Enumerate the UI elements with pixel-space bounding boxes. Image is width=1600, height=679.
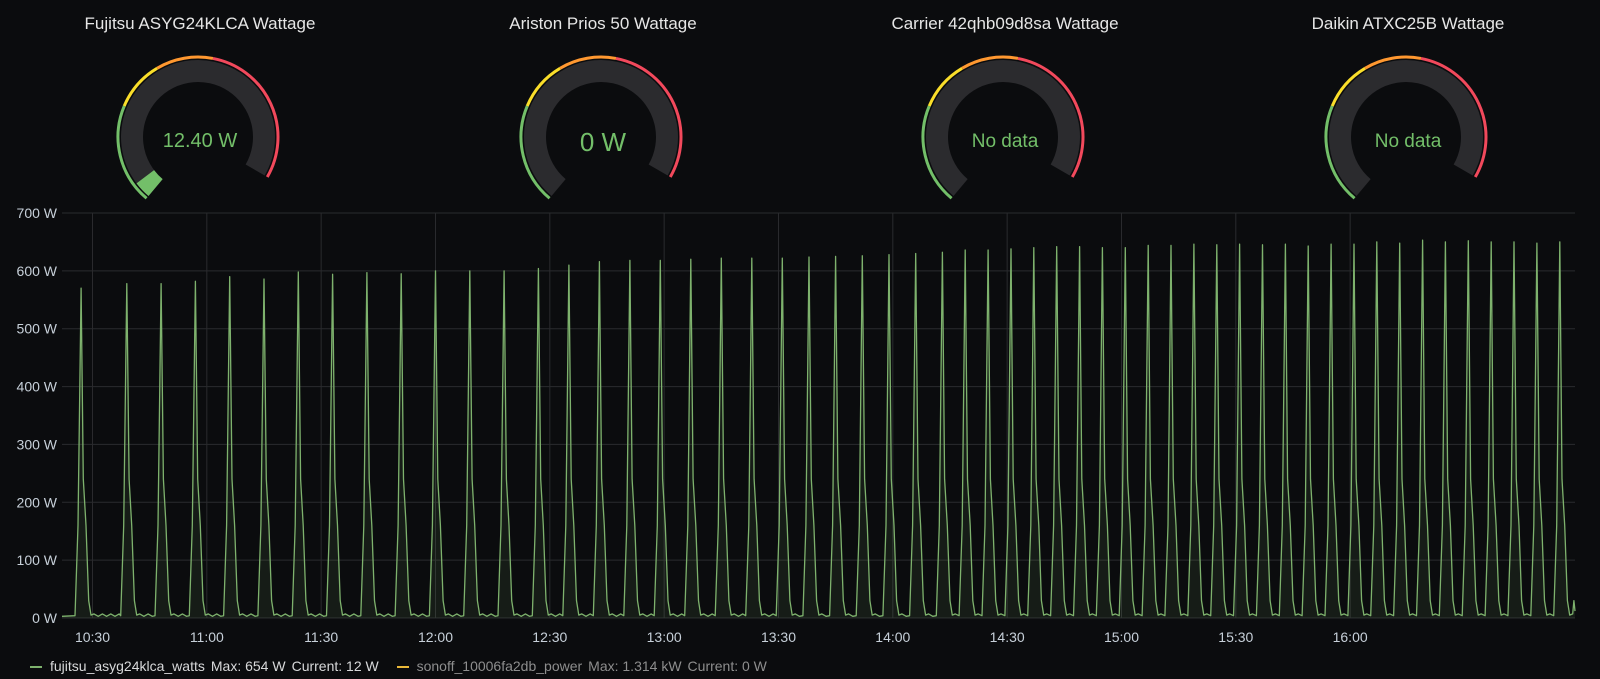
gauge-dial (519, 55, 683, 200)
gauge-threshold-band (156, 55, 214, 70)
gauge-title: Daikin ATXC25B Wattage (1311, 14, 1505, 33)
gauge-threshold-band (1364, 55, 1422, 70)
gauge-threshold-band (927, 66, 963, 107)
legend-current: Current: 0 W (687, 658, 767, 674)
y-tick-label: 600 W (17, 263, 58, 279)
legend-swatch (30, 666, 42, 669)
gauge-threshold-band (1330, 66, 1366, 107)
gauge-threshold-band (1420, 56, 1488, 178)
chart-legend: fujitsu_asyg24klca_watts Max: 654 W Curren… (30, 658, 781, 674)
gauge-threshold-band (961, 55, 1019, 70)
legend-item-sonoff[interactable]: sonoff_10006fa2db_power Max: 1.314 kW Curr… (396, 658, 767, 674)
gauge-value: 0 W (579, 127, 627, 157)
x-tick-label: 15:00 (1104, 629, 1139, 645)
wattage-time-series-chart[interactable]: 0 W 100 W 200 W 300 W 400 W 500 W 600 W 700 W 10… (0, 200, 1600, 679)
gauge-threshold-band (519, 105, 551, 200)
legend-item-fujitsu[interactable]: fujitsu_asyg24klca_watts Max: 654 W Curren… (30, 658, 379, 674)
gauge-panel-daikin[interactable]: Daikin ATXC25B Wattage No data (1208, 0, 1600, 200)
gauge-threshold-band (1017, 56, 1085, 178)
y-tick-label: 500 W (17, 321, 58, 337)
gauge-value-fill (136, 169, 163, 196)
gauge-panel-fujitsu[interactable]: Fujitsu ASYG24KLCA Wattage 12.40 W (0, 0, 400, 200)
x-tick-label: 11:30 (304, 629, 338, 645)
gauge-title: Ariston Prios 50 Wattage (509, 14, 697, 33)
x-tick-label: 16:00 (1333, 629, 1368, 645)
gauge-dial (921, 55, 1085, 200)
legend-current: Current: 12 W (291, 658, 379, 674)
series-area-fujitsu (62, 240, 1575, 618)
gauge-threshold-band (525, 66, 561, 107)
x-tick-label: 14:00 (875, 629, 910, 645)
gauge-track (524, 60, 678, 196)
legend-max: Max: 1.314 kW (588, 658, 682, 674)
x-tick-label: 15:30 (1218, 629, 1253, 645)
gauge-title: Fujitsu ASYG24KLCA Wattage (84, 14, 316, 33)
x-tick-label: 11:00 (190, 629, 224, 645)
x-tick-label: 13:00 (647, 629, 682, 645)
gauge-row: Fujitsu ASYG24KLCA Wattage 12.40 W Arist… (0, 0, 1600, 200)
x-tick-label: 14:30 (990, 629, 1025, 645)
legend-max: Max: 654 W (210, 658, 286, 674)
gauge-track (121, 60, 275, 196)
x-tick-label: 12:00 (418, 629, 453, 645)
x-tick-label: 12:30 (532, 629, 567, 645)
x-tick-label: 10:30 (75, 629, 110, 645)
gauge-value: No data (1374, 131, 1442, 152)
x-tick-label: 13:30 (761, 629, 796, 645)
legend-swatch (396, 666, 409, 669)
gauge-value: No data (971, 131, 1039, 152)
y-tick-label: 300 W (17, 436, 58, 452)
gauge-panel-ariston[interactable]: Ariston Prios 50 Wattage 0 W (403, 0, 803, 200)
y-tick-label: 100 W (17, 552, 58, 568)
y-tick-label: 0 W (32, 610, 58, 626)
gauge-threshold-band (212, 56, 280, 178)
gauge-track (1329, 60, 1483, 196)
gauge-threshold-band (559, 55, 617, 70)
legend-series-name: sonoff_10006fa2db_power (416, 658, 583, 674)
gauge-title: Carrier 42qhb09d8sa Wattage (891, 14, 1119, 33)
gauge-value: 12.40 W (162, 130, 238, 152)
gauge-threshold-band (615, 56, 683, 178)
gauge-panel-carrier[interactable]: Carrier 42qhb09d8sa Wattage No data (805, 0, 1205, 200)
y-tick-label: 400 W (17, 379, 58, 395)
gauge-dial (1324, 55, 1488, 200)
gauge-track (926, 60, 1080, 196)
gauge-threshold-band (921, 105, 953, 200)
gauge-threshold-band (116, 105, 148, 200)
legend-series-name: fujitsu_asyg24klca_watts (50, 658, 205, 674)
series-line-fujitsu[interactable] (61, 239, 1576, 617)
y-tick-label: 700 W (17, 205, 58, 221)
gauge-threshold-band (122, 66, 158, 107)
gauge-dial (116, 55, 280, 200)
gauge-threshold-band (1324, 105, 1356, 200)
y-tick-label: 200 W (17, 494, 58, 510)
